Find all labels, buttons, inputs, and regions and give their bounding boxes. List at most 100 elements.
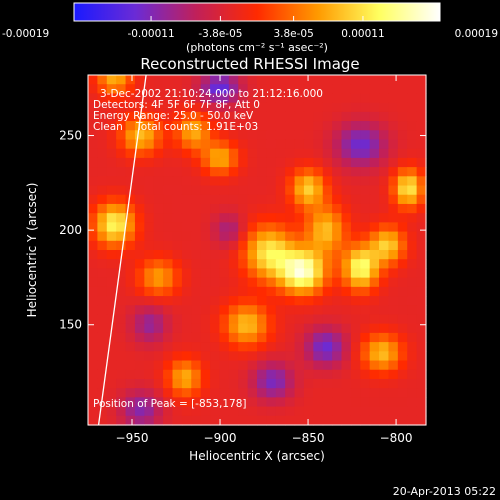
heatmap-cell (88, 406, 98, 417)
heatmap-cell (350, 167, 361, 177)
heatmap-cell (172, 296, 183, 306)
heatmap-cell (266, 406, 277, 417)
heatmap-cell (200, 176, 211, 187)
heatmap-cell (153, 130, 164, 141)
heatmap-cell (416, 75, 427, 85)
heatmap-cell (341, 84, 352, 95)
heatmap-cell (191, 102, 202, 113)
heatmap-cell (116, 194, 127, 205)
heatmap-cell (200, 296, 211, 306)
heatmap-cell (266, 213, 277, 223)
heatmap-cell (416, 148, 427, 159)
heatmap-cell (116, 213, 127, 223)
heatmap-cell (369, 84, 380, 95)
heatmap-cell (181, 176, 192, 187)
heatmap-cell (416, 203, 427, 214)
heatmap-cell (294, 130, 305, 141)
heatmap-cell (350, 176, 361, 187)
heatmap-cell (350, 296, 361, 306)
heatmap-cell (332, 240, 343, 251)
heatmap-cell (116, 203, 127, 214)
heatmap-cell (379, 369, 390, 380)
heatmap-cell (163, 157, 174, 168)
heatmap-cell (407, 213, 418, 223)
heatmap-cell (219, 231, 230, 242)
heatmap-cell (97, 314, 108, 325)
heatmap-cell (379, 323, 390, 334)
heatmap-cell (257, 351, 267, 362)
heatmap-cell (97, 351, 108, 362)
heatmap-cell (407, 130, 418, 141)
heatmap-cell (294, 148, 305, 159)
heatmap-cell (266, 167, 277, 177)
heatmap-cell (350, 102, 361, 113)
heatmap-cell (210, 222, 221, 233)
heatmap-cell (322, 176, 333, 187)
heatmap-cell (416, 305, 427, 316)
heatmap-cell (247, 250, 258, 260)
heatmap-cell (97, 203, 108, 214)
heatmap-cell (360, 213, 371, 223)
heatmap-cell (106, 332, 117, 343)
heatmap-cell (416, 185, 427, 196)
heatmap-cell (266, 378, 277, 389)
heatmap-cell (88, 213, 98, 223)
heatmap-cell (228, 84, 239, 95)
heatmap-cell (163, 314, 174, 325)
heatmap-cell (181, 213, 192, 223)
heatmap-cell (238, 157, 249, 168)
heatmap-cell (247, 139, 258, 150)
heatmap-cell (407, 231, 418, 242)
heatmap-cell (266, 157, 277, 168)
heatmap-cell (379, 388, 390, 398)
heatmap-cell (257, 388, 267, 398)
heatmap-cell (332, 406, 343, 417)
heatmap-cell (341, 240, 352, 251)
heatmap-cell (181, 185, 192, 196)
heatmap-cell (228, 342, 239, 352)
heatmap-cell (144, 148, 155, 159)
heatmap-cell (97, 259, 108, 270)
heatmap-cell (397, 415, 408, 426)
heatmap-cell (219, 314, 230, 325)
heatmap-cell (181, 342, 192, 352)
heatmap-cell (106, 203, 117, 214)
heatmap-cell (153, 286, 164, 297)
heatmap-cell (294, 75, 305, 85)
heatmap-cell (97, 139, 108, 150)
heatmap-cell (163, 148, 174, 159)
heatmap-cell (238, 75, 249, 85)
heatmap-cell (332, 111, 343, 122)
heatmap-cell (303, 259, 314, 270)
heatmap-cell (247, 305, 258, 316)
heatmap-cell (134, 323, 145, 334)
heatmap-cell (210, 111, 221, 122)
heatmap-cell (247, 296, 258, 306)
heatmap-cell (407, 388, 418, 398)
heatmap-cell (191, 222, 202, 233)
heatmap-cell (257, 332, 267, 343)
heatmap-cell (144, 314, 155, 325)
heatmap-cell (257, 130, 267, 141)
heatmap-cell (369, 176, 380, 187)
heatmap-cell (397, 121, 408, 131)
x-tick-label: −850 (292, 431, 325, 445)
heatmap-cell (144, 250, 155, 260)
heatmap-cell (144, 157, 155, 168)
heatmap-cell (407, 176, 418, 187)
heatmap-cell (257, 75, 267, 85)
heatmap-cell (332, 148, 343, 159)
heatmap-cell (134, 75, 145, 85)
heatmap-cell (285, 194, 296, 205)
heatmap-cell (247, 203, 258, 214)
heatmap-cell (88, 157, 98, 168)
heatmap-cell (153, 231, 164, 242)
heatmap-cell (294, 157, 305, 168)
heatmap-cell (125, 397, 136, 408)
heatmap-cell (407, 296, 418, 306)
heatmap-cell (322, 139, 333, 150)
heatmap-cell (228, 139, 239, 150)
heatmap-cell (388, 75, 399, 85)
heatmap-cell (238, 139, 249, 150)
heatmap-cell (341, 360, 352, 371)
